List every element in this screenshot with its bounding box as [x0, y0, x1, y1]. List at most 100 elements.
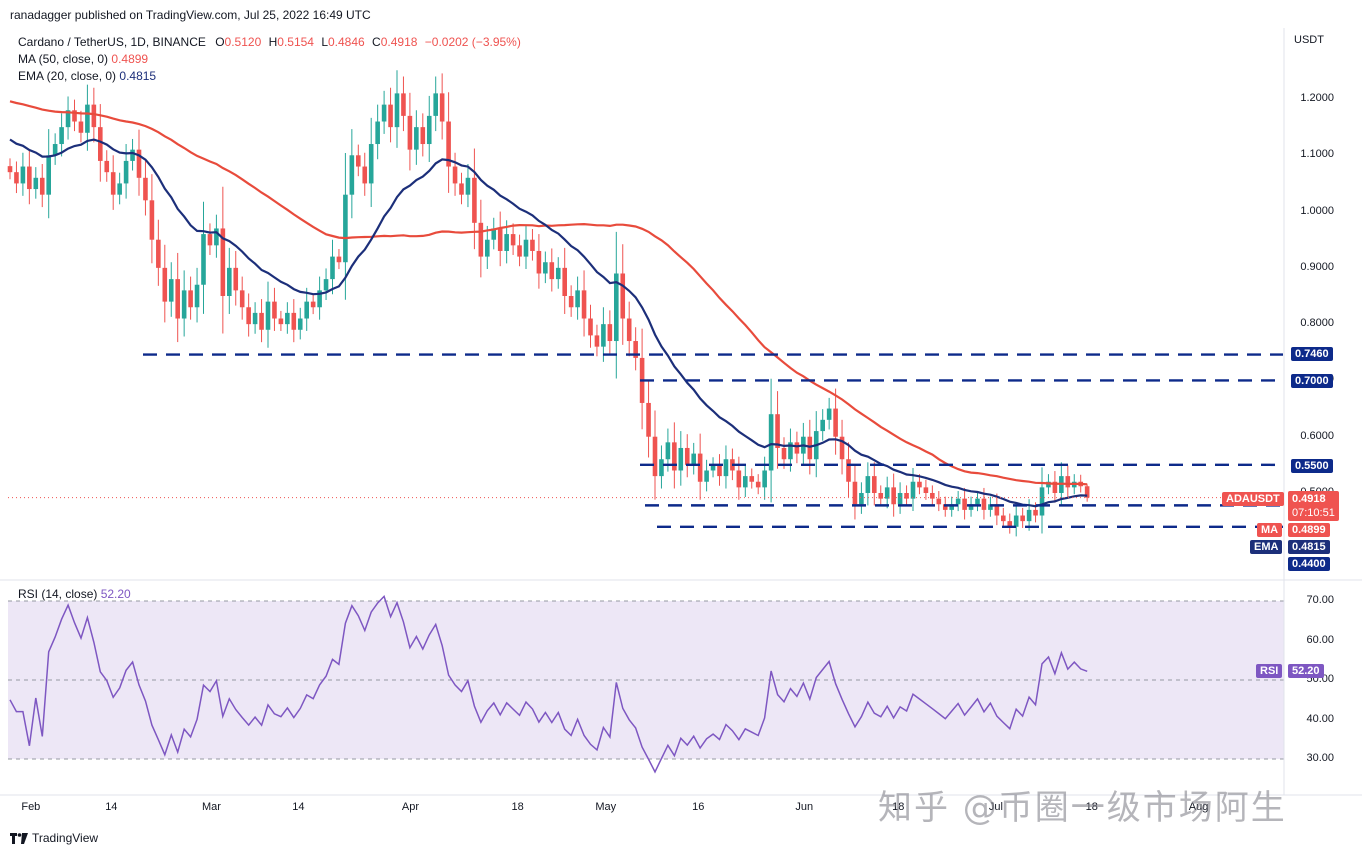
candle-body	[175, 279, 180, 319]
open-value: 0.5120	[224, 35, 262, 49]
candle-body	[46, 155, 51, 195]
candle	[555, 257, 561, 289]
low-label: L	[321, 35, 328, 49]
tradingview-brand: TradingView	[32, 831, 99, 845]
rsi-legend[interactable]: RSI (14, close) 52.20	[18, 587, 131, 601]
candle	[891, 473, 896, 517]
candle-body	[265, 301, 271, 330]
price-pane	[7, 70, 1284, 537]
candle-body	[459, 183, 464, 195]
candle-body	[833, 408, 838, 437]
candle	[472, 148, 477, 250]
candle	[98, 104, 103, 182]
ma-value-tag: 0.4899	[1288, 523, 1330, 537]
ma-name-tag: MA	[1257, 523, 1283, 537]
candle-body	[285, 312, 290, 325]
candle	[478, 199, 484, 278]
symbol-price-tag: ADAUSDT	[1222, 492, 1284, 506]
candle	[336, 249, 342, 270]
candle	[859, 482, 864, 514]
candle-body	[704, 470, 709, 482]
level-tag-0550: 0.5500	[1291, 459, 1333, 473]
rsi-tick-label: 70.00	[1306, 594, 1334, 606]
rsi-line	[9, 594, 1088, 774]
candle-body	[614, 273, 619, 342]
candle-body	[594, 335, 600, 347]
candle-body	[601, 324, 606, 347]
candle-body	[472, 177, 477, 223]
ema-legend[interactable]: EMA (20, close, 0) 0.4815	[18, 69, 156, 83]
candle-body	[27, 166, 32, 190]
candle-body	[736, 470, 742, 488]
candle	[878, 485, 884, 506]
time-tick-label: 18	[892, 801, 905, 813]
candle-body	[555, 267, 561, 280]
candle-body	[768, 414, 774, 471]
level-tag-0440: 0.4400	[1288, 557, 1330, 571]
candle-body	[549, 262, 555, 280]
candle	[143, 160, 148, 216]
candle	[510, 223, 516, 255]
candle-body	[826, 408, 832, 420]
candle	[962, 487, 967, 520]
candle	[14, 161, 19, 194]
candle-body	[375, 121, 380, 145]
candle-body	[33, 177, 39, 190]
ma-legend[interactable]: MA (50, close, 0) 0.4899	[18, 52, 148, 66]
candle	[33, 167, 39, 199]
time-tick-label: May	[595, 801, 617, 813]
candle	[168, 262, 174, 317]
candle-body	[117, 183, 122, 195]
price-tick-label: 0.9000	[1300, 260, 1334, 273]
candle	[7, 158, 13, 180]
candle-body	[407, 115, 413, 150]
candle-body	[749, 476, 755, 482]
ma-legend-label: MA (50, close, 0)	[18, 52, 109, 66]
candle-body	[136, 149, 142, 178]
time-tick-label: Apr	[401, 801, 420, 813]
symbol-legend[interactable]: Cardano / TetherUS, 1D, BINANCE O0.5120 …	[18, 35, 521, 49]
candle-body	[485, 239, 490, 257]
candle-body	[78, 121, 84, 133]
candle	[362, 152, 368, 196]
candle-body	[665, 442, 671, 460]
candle-body	[743, 476, 748, 488]
candle	[820, 409, 825, 441]
candle	[678, 431, 684, 486]
candle-body	[401, 93, 406, 116]
candle-body	[14, 172, 19, 184]
candle-body	[214, 228, 219, 246]
symbol-name[interactable]: Cardano / TetherUS, 1D, BINANCE	[18, 35, 206, 49]
candle-body	[949, 504, 954, 510]
candle	[1084, 484, 1090, 502]
candle-body	[588, 318, 593, 336]
candle	[710, 457, 716, 478]
candle-body	[297, 318, 303, 330]
candle	[368, 117, 374, 207]
candle-body	[988, 504, 993, 510]
candle	[1039, 467, 1045, 534]
level-tag-0700: 0.7000	[1291, 374, 1333, 388]
candle	[149, 174, 155, 264]
candle	[994, 493, 1000, 526]
candle	[310, 294, 316, 315]
candle-body	[420, 127, 426, 145]
candle	[214, 214, 219, 258]
candle	[381, 90, 387, 134]
candle	[252, 302, 258, 334]
candle-body	[188, 290, 193, 308]
candle-body	[349, 155, 355, 195]
high-label: H	[268, 35, 278, 49]
rsi-pane	[8, 594, 1284, 774]
candle	[530, 229, 535, 261]
candle-body	[156, 239, 161, 268]
candle	[942, 496, 948, 517]
candle-body	[530, 239, 535, 251]
candle	[549, 248, 555, 292]
tradingview-logo[interactable]: TradingView	[10, 831, 98, 845]
candle	[65, 96, 71, 140]
candle-body	[910, 481, 916, 499]
candle-body	[872, 476, 877, 493]
price-tick-label: 0.8000	[1300, 317, 1334, 330]
